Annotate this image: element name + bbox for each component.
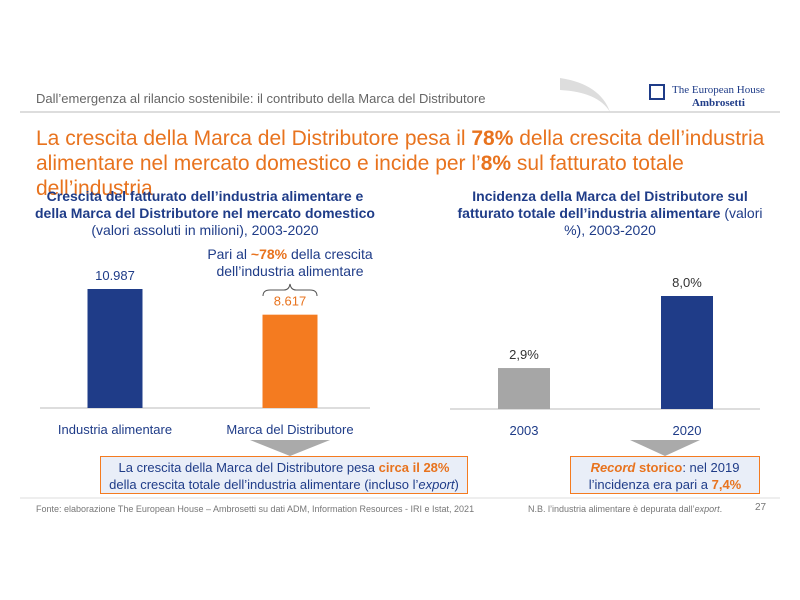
- text: export: [694, 504, 720, 514]
- text: ): [454, 477, 459, 492]
- logo: The European House Ambrosetti: [672, 84, 765, 110]
- text: alimentare nel mercato domestico e incid…: [36, 152, 481, 175]
- logo-text: Ambrosetti: [691, 97, 745, 109]
- text: : nel 2019 l’incidenza era pari a: [588, 460, 740, 492]
- chart-title: Incidenza della Marca del Distributore s…: [450, 188, 770, 239]
- page-number: 27: [755, 502, 767, 513]
- category-label: Marca del Distributore: [226, 422, 353, 437]
- bracket: [262, 283, 318, 297]
- text: Incidenza della Marca del Distributore s…: [457, 188, 748, 221]
- text: Pari al: [207, 246, 251, 262]
- bar: [262, 314, 318, 408]
- value-label: 8.617: [274, 294, 307, 309]
- text: (valori assoluti in milioni), 2003-2020: [91, 222, 319, 238]
- category-label: 2020: [673, 423, 702, 438]
- headline: La crescita della Marca del Distributore…: [36, 126, 800, 201]
- text: export: [418, 477, 455, 492]
- highlight: ~78%: [250, 246, 288, 262]
- arrow: [250, 440, 330, 456]
- highlight: circa il 28%: [378, 460, 450, 475]
- value-label: 2,9%: [509, 347, 539, 362]
- highlight: storico: [635, 460, 683, 475]
- bar: [498, 368, 550, 409]
- text: La crescita della Marca del Distributore…: [36, 127, 472, 150]
- text: (valori %), 2003-2020: [564, 205, 763, 238]
- highlight: 8%: [480, 152, 512, 175]
- highlight: 7,4%: [711, 477, 742, 492]
- chart-title: Crescita del fatturato dell’industria al…: [30, 188, 380, 239]
- logo-icon: [649, 84, 665, 100]
- headline-line: La crescita della Marca del Distributore…: [36, 126, 800, 151]
- breadcrumb: Dall’emergenza al rilancio sostenibile: …: [36, 91, 486, 106]
- callout: Record storico: nel 2019 l’incidenza era…: [570, 456, 760, 494]
- text: N.B. l’industria alimentare è depurata d…: [528, 504, 695, 514]
- source: Fonte: elaborazione The European House –…: [36, 504, 475, 514]
- category-label: 2003: [510, 423, 539, 438]
- note: N.B. l’industria alimentare è depurata d…: [528, 504, 722, 514]
- category-label: Industria alimentare: [58, 422, 172, 437]
- value-label: 10.987: [95, 268, 135, 283]
- text: La crescita della Marca del Distributore…: [118, 460, 379, 475]
- bar: [87, 289, 143, 408]
- text: della crescita dell’industria alimentare: [216, 246, 373, 279]
- highlight: 78%: [471, 127, 514, 150]
- highlight: Record: [590, 460, 636, 475]
- callout: La crescita della Marca del Distributore…: [100, 456, 468, 494]
- text: della crescita totale dell’industria ali…: [109, 477, 419, 492]
- swoosh: [560, 78, 610, 112]
- text: sul fatturato totale dell’industria: [36, 152, 684, 200]
- arrow: [630, 440, 700, 456]
- value-label: 8,0%: [672, 275, 702, 290]
- text: Crescita del fatturato dell’industria al…: [35, 188, 375, 221]
- text: della crescita dell’industria: [513, 127, 765, 150]
- logo-text: The European House: [672, 84, 765, 96]
- text: .: [719, 504, 723, 514]
- bar: [661, 296, 713, 409]
- headline-line: alimentare nel mercato domestico e incid…: [36, 151, 800, 201]
- annotation: Pari al ~78% della crescita dell’industr…: [190, 246, 390, 280]
